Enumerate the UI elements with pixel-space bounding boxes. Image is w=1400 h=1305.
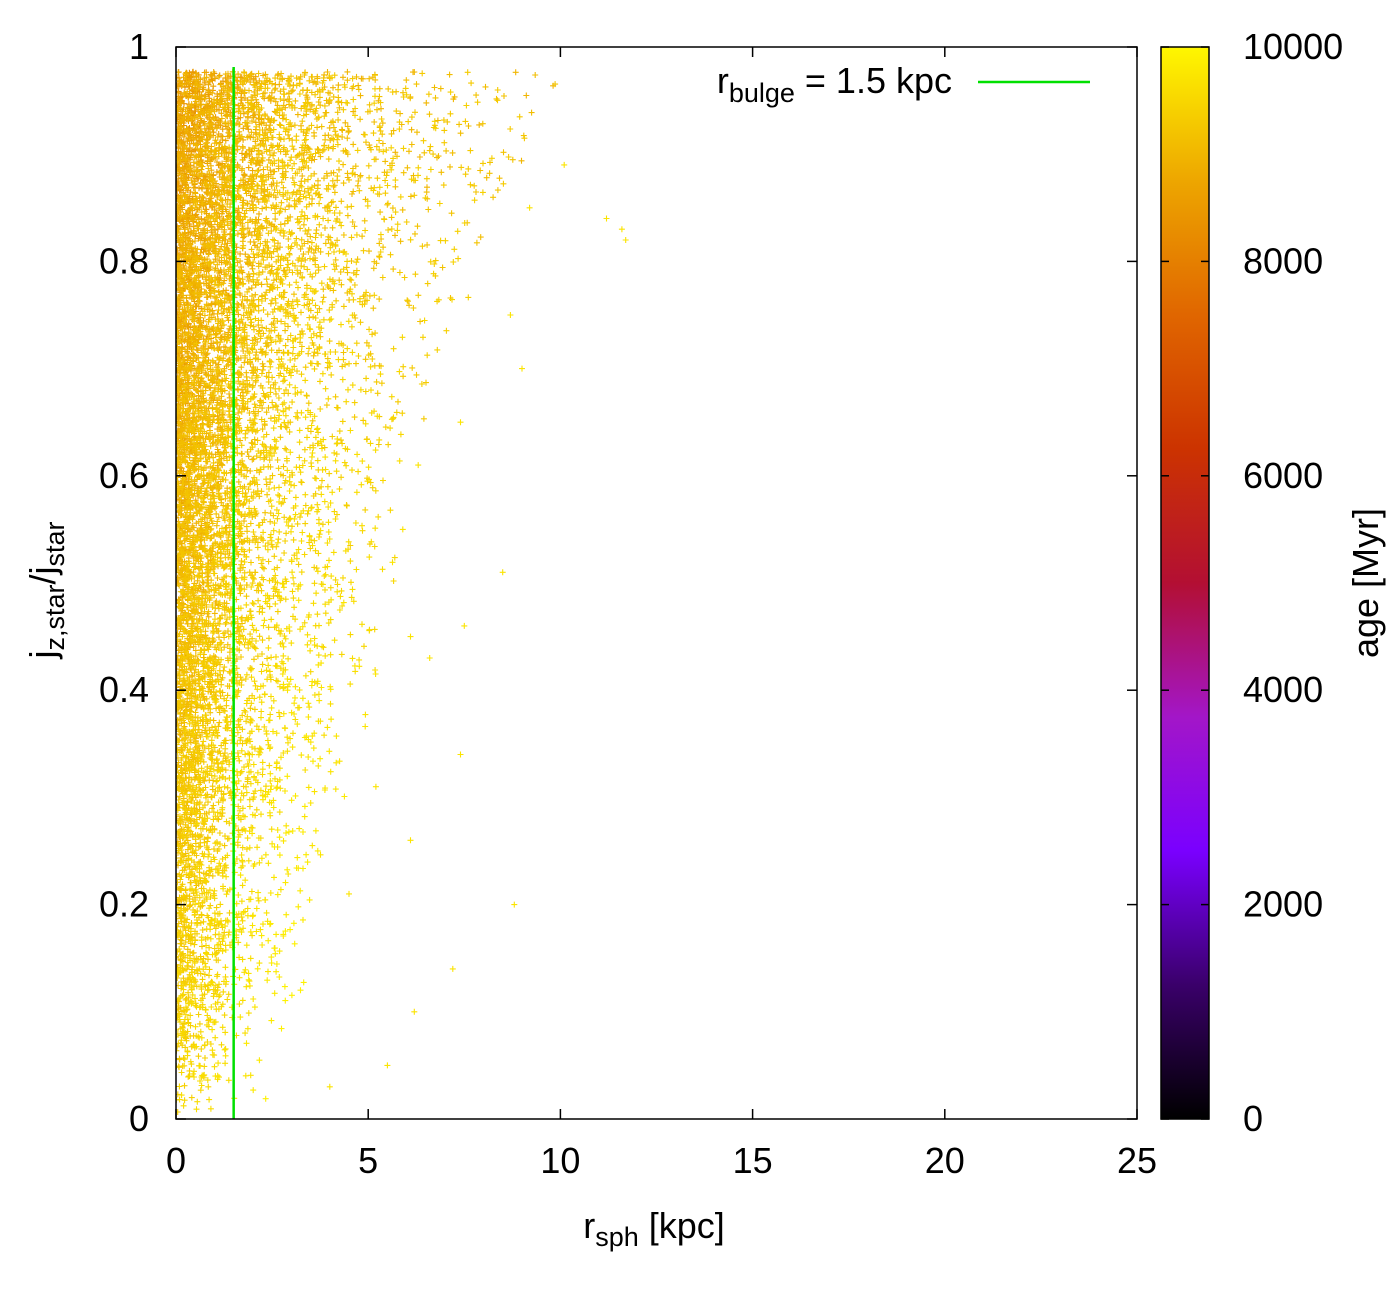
y-axis-title: jz,star/jstar (22, 521, 70, 659)
x-tick-label: 5 (358, 1140, 378, 1181)
scatter-point-group (209, 161, 629, 1102)
scatter-points (176, 68, 629, 1115)
x-tick-label: 25 (1117, 1140, 1157, 1181)
x-tick-label: 10 (540, 1140, 580, 1181)
y-tick-label: 1 (129, 26, 149, 67)
colorbar-tick-label: 2000 (1243, 884, 1323, 925)
plot-frame (175, 46, 1138, 1120)
scatter-point-group (176, 74, 495, 1115)
scatter-point-group (243, 733, 348, 1094)
scatter-point-group (176, 69, 559, 1012)
x-tick-label: 20 (925, 1140, 965, 1181)
colorbar-tick-label: 6000 (1243, 455, 1323, 496)
x-tick-label: 0 (166, 1140, 186, 1181)
y-tick-label: 0 (129, 1098, 149, 1139)
x-tick-label: 15 (733, 1140, 773, 1181)
legend: rbulge = 1.5 kpc (717, 60, 1090, 108)
x-axis-title: rsph [kpc] (583, 1205, 725, 1252)
colorbar-tick-label: 4000 (1243, 669, 1323, 710)
colorbar-ticks: 0 2000 4000 6000 8000 10000 (1161, 26, 1343, 1139)
y-tick-label: 0.8 (99, 240, 149, 281)
y-tick-label: 0.4 (99, 669, 149, 710)
x-axis: 0 5 10 15 20 25 (166, 47, 1157, 1181)
scatter-point-group (176, 69, 539, 968)
colorbar (1160, 46, 1210, 1120)
colorbar-tick-label: 10000 (1243, 26, 1343, 67)
y-tick-label: 0.2 (99, 884, 149, 925)
colorbar-tick-label: 8000 (1243, 240, 1323, 281)
colorbar-title: age [Myr] (1345, 508, 1386, 658)
legend-label: rbulge = 1.5 kpc (717, 60, 952, 108)
scatter-point-group (262, 920, 307, 1102)
y-axis: 0 0.2 0.4 0.6 0.8 1 (99, 26, 1137, 1139)
colorbar-tick-label: 0 (1243, 1098, 1263, 1139)
y-tick-label: 0.6 (99, 455, 149, 496)
